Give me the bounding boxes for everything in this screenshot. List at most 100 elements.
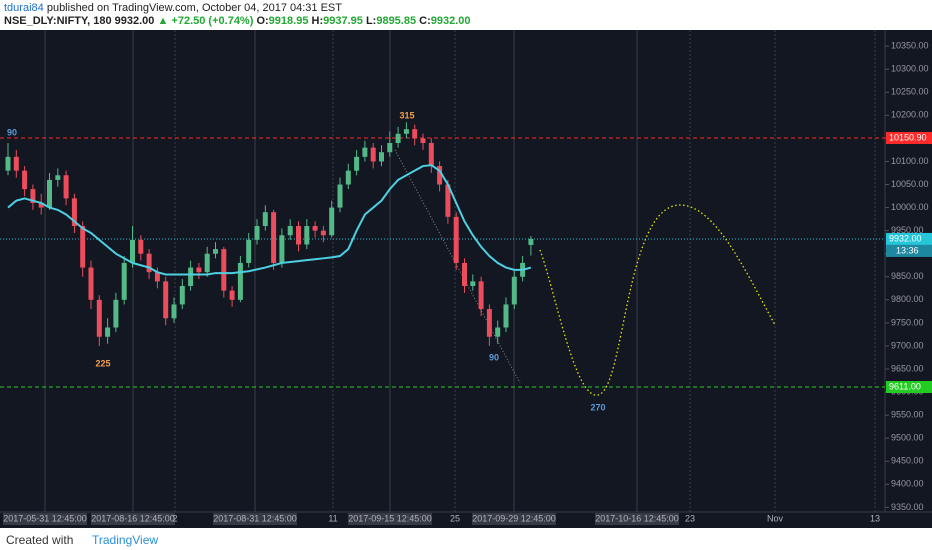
change: ▲ +72.50 (+0.74%) [157, 15, 254, 27]
y-tick-label: 9850.00 [891, 271, 924, 281]
candle-body [362, 147, 368, 157]
time-label-box [595, 513, 679, 525]
y-tick-label: 9500.00 [891, 433, 924, 443]
price-label: 9932.00 [889, 233, 922, 243]
h-value: 9937.95 [323, 15, 363, 27]
price-label-box [886, 381, 932, 394]
candle-body [370, 147, 376, 162]
candle-body [345, 170, 351, 185]
candle-body [204, 253, 210, 273]
y-tick-label: 10050.00 [891, 179, 929, 189]
candle-body [445, 184, 451, 217]
time-label-box [213, 513, 297, 525]
candle-body [213, 249, 218, 254]
candle-body [13, 156, 19, 171]
ohlc: O:9918.95 H:9937.95 L:9895.85 C:9932.00 [256, 15, 470, 27]
x-tick-label: 2017-08-16 12:45:00 [91, 513, 175, 523]
candle-body [428, 143, 434, 167]
annotation: 315 [399, 110, 414, 120]
time-label-box [3, 513, 87, 525]
projection-curve [539, 204, 776, 396]
footer: Created with TradingView [0, 528, 932, 550]
candle-body [486, 309, 492, 337]
chart: 9350.009400.009450.009500.009550.009600.… [0, 30, 932, 528]
y-tick-label: 9800.00 [891, 294, 924, 304]
last: 9932.00 [114, 15, 155, 27]
y-tick-label: 9450.00 [891, 456, 924, 466]
y-tick-label: 10250.00 [891, 87, 929, 97]
candle-body [96, 299, 102, 337]
x-tick-label: 2017-05-31 12:45:00 [3, 513, 87, 523]
y-tick-label: 9650.00 [891, 363, 924, 373]
candle-body [329, 207, 335, 236]
candle-body [287, 226, 293, 236]
x-tick-label: 2017-09-29 12:45:00 [472, 513, 556, 523]
candle-body [22, 170, 28, 190]
y-tick-label: 10350.00 [891, 41, 929, 51]
candle-body [221, 249, 227, 291]
candle-body [113, 299, 119, 328]
price-label: 9611.00 [889, 381, 921, 391]
candle-body [495, 327, 501, 337]
candle-body [55, 175, 61, 180]
y-tick-label: 10100.00 [891, 156, 929, 166]
c-label: C: [419, 15, 431, 27]
candle-body [412, 129, 418, 139]
candle-body [130, 239, 135, 263]
user[interactable]: tdurai84 [4, 2, 44, 14]
header: tdurai84 published on TradingView.com, O… [0, 0, 932, 30]
candle-body [395, 133, 401, 144]
c-value: 9932.00 [430, 15, 471, 27]
annotation: 90 [7, 127, 17, 137]
x-tick-label: Nov [767, 513, 784, 523]
candle-body [105, 327, 111, 337]
candle-body [420, 138, 426, 144]
l-value: 9895.85 [376, 15, 417, 27]
candle-body [354, 156, 360, 171]
y-tick-label: 9400.00 [891, 479, 924, 489]
y-tick-label: 9350.00 [891, 502, 924, 512]
y-tick-label: 10300.00 [891, 64, 929, 74]
y-tick-label: 9550.00 [891, 410, 924, 420]
x-tick-label: 13 [870, 513, 880, 523]
candle-body [71, 198, 77, 227]
candle-body [453, 216, 459, 263]
y-tick-label: 9950.00 [891, 225, 924, 235]
published: published on TradingView.com, October 04… [46, 2, 342, 14]
price-label-box [886, 232, 932, 245]
brand[interactable]: TradingView [92, 533, 159, 547]
time-label-box [472, 513, 556, 525]
candle-body [121, 262, 127, 300]
y-tick-label: 9700.00 [891, 340, 924, 350]
candle-body [304, 226, 310, 245]
candle-body [379, 152, 384, 162]
candle-body [279, 235, 285, 263]
candle-body [38, 202, 44, 208]
y-tick-label: 10200.00 [891, 110, 929, 120]
x-tick-label: 2017-09-15 12:45:00 [348, 513, 432, 523]
x-tick-label: 11 [328, 513, 337, 523]
hline-layer [0, 137, 885, 388]
x-tick-label: 23 [685, 513, 695, 523]
candle-body [246, 239, 252, 263]
l-label: L: [365, 15, 377, 27]
x-tick-label: 2017-10-16 12:45:00 [595, 513, 679, 523]
x-tick-label: 2 [172, 513, 177, 523]
countdown: 13:36 [896, 245, 919, 255]
candle-body [337, 184, 343, 208]
h-label: H: [311, 15, 324, 27]
candle-body [470, 281, 476, 286]
candle-body [179, 285, 185, 305]
candle-body [271, 212, 277, 263]
axes: 9350.009400.009450.009500.009550.009600.… [3, 41, 932, 525]
candle-body [30, 189, 36, 203]
x-tick-label: 2017-08-31 12:45:00 [213, 513, 297, 523]
candle-body [528, 238, 534, 245]
candle-body [63, 175, 69, 199]
candle-body [196, 267, 202, 273]
candles [5, 122, 534, 346]
candle-body [403, 129, 409, 134]
candle-body [320, 230, 326, 236]
trend-line [394, 149, 521, 384]
